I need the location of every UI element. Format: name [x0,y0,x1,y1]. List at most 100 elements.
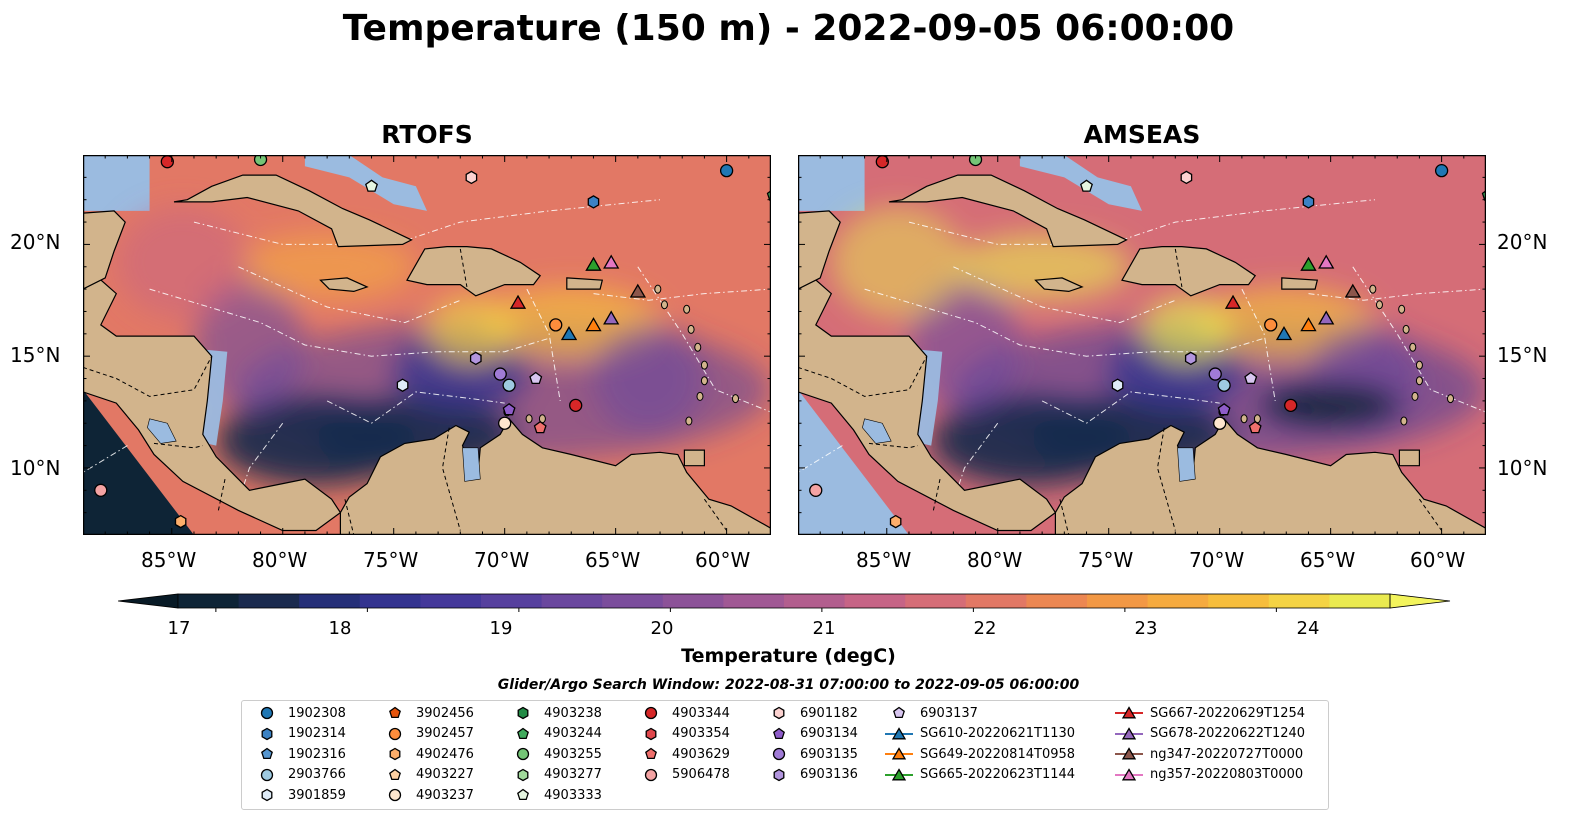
observation-marker[interactable] [603,254,620,269]
legend-item: 4903255 [508,744,602,764]
eez-boundary [83,445,128,473]
legend-title: Glider/Argo Search Window: 2022-08-31 07… [497,677,1080,693]
observation-marker[interactable] [809,483,823,497]
x-tick-label: 85°W [856,548,912,572]
observation-marker[interactable] [585,317,602,332]
legend-label: ng357-20220803T0000 [1150,767,1304,782]
legend-item: 4903277 [508,765,602,785]
small-island [1415,360,1423,370]
legend-marker [260,706,274,720]
legend-label: 3902457 [416,726,474,741]
land-hispaniola [1121,246,1257,297]
observation-marker[interactable] [1284,398,1298,413]
legend-label: 4903333 [544,787,602,803]
x-tick-label: 80°W [967,548,1023,572]
map-panel-rtofs[interactable] [83,155,771,535]
observation-marker[interactable] [560,326,578,341]
observation-marker[interactable] [465,170,478,185]
eez-boundary [908,199,1376,245]
observation-marker[interactable] [365,179,378,192]
legend-item: ng357-20220803T0000 [1114,765,1303,785]
observation-marker[interactable] [529,371,543,385]
land-yucatan [798,210,841,290]
observation-marker[interactable] [1080,179,1093,192]
lake-maracaibo [462,447,481,482]
observation-marker[interactable] [1300,256,1317,271]
observation-marker[interactable] [719,163,734,178]
observation-marker[interactable] [585,256,602,271]
observation-marker[interactable] [502,402,516,416]
observation-marker[interactable] [1111,378,1124,392]
x-tick-label: 85°W [141,548,197,572]
observation-marker[interactable] [1244,371,1258,385]
observation-marker[interactable] [253,155,268,167]
observation-marker[interactable] [502,378,516,392]
observation-marker[interactable] [94,483,108,497]
observation-marker[interactable] [1302,195,1315,209]
land-hispaniola [406,246,542,297]
observation-marker[interactable] [1184,351,1197,366]
temperature-anomaly [1260,383,1401,428]
country-border [1059,499,1070,535]
legend-label: 1902316 [288,746,346,762]
eez-boundary [326,391,505,424]
map-panel-amseas[interactable] [798,155,1486,535]
legend-marker [516,747,530,761]
observation-marker[interactable] [587,195,600,209]
observation-marker[interactable] [1318,254,1335,269]
legend-marker [891,747,907,760]
observation-marker[interactable] [1213,416,1227,430]
legend-marker [261,727,273,740]
observation-marker[interactable] [1344,283,1362,298]
observation-marker[interactable] [1217,378,1231,392]
observation-marker[interactable] [1224,294,1242,309]
eez-boundary [1352,266,1486,413]
legend-label: 6903135 [800,746,858,762]
eez-boundary [1241,288,1276,401]
observation-marker[interactable] [1318,310,1335,325]
legend-label: 3901859 [288,787,346,803]
legend-marker [1121,767,1137,780]
land-cuba [888,174,1128,248]
observation-marker[interactable] [549,318,563,332]
hexagon-marker-icon [517,768,529,781]
temperature-anomaly [953,233,1131,301]
colorbar-tick-label: 23 [1134,618,1158,639]
observation-marker[interactable] [1275,326,1293,341]
land-jamaica [319,277,369,293]
colorbar-tick-label: 22 [973,618,997,639]
observation-marker[interactable] [1217,402,1231,416]
observation-marker[interactable] [396,378,409,392]
observation-marker[interactable] [603,310,620,325]
legend-marker [893,706,905,719]
observation-marker[interactable] [1180,170,1193,185]
small-island [1375,300,1383,310]
observation-marker[interactable] [1300,317,1317,332]
legend-marker [773,706,785,720]
temperature-anomaly [593,322,705,435]
observation-marker[interactable] [498,416,512,430]
observation-marker[interactable] [1434,163,1449,178]
colorbar-segment [784,594,846,608]
observation-marker[interactable] [1248,420,1262,434]
x-tick-label: 70°W [474,548,530,572]
observation-marker[interactable] [1264,318,1278,332]
observation-marker[interactable] [533,420,547,434]
x-tick-label: 80°W [252,548,308,572]
observation-marker[interactable] [469,351,482,366]
legend-marker [645,747,657,760]
x-tick-label: 75°W [363,548,419,572]
small-island [525,414,533,424]
observation-marker[interactable] [889,514,902,529]
bahamas-banks [304,155,427,211]
observation-marker[interactable] [1208,367,1222,381]
hexagon-marker-icon [517,706,529,720]
observation-marker[interactable] [174,514,187,529]
observation-marker[interactable] [509,294,527,309]
observation-marker[interactable] [968,155,983,167]
observation-marker[interactable] [629,283,647,298]
observation-marker[interactable] [493,367,507,381]
observation-marker[interactable] [569,398,583,413]
legend-label: 4902476 [416,746,474,762]
legend-item: 3902456 [380,703,474,723]
